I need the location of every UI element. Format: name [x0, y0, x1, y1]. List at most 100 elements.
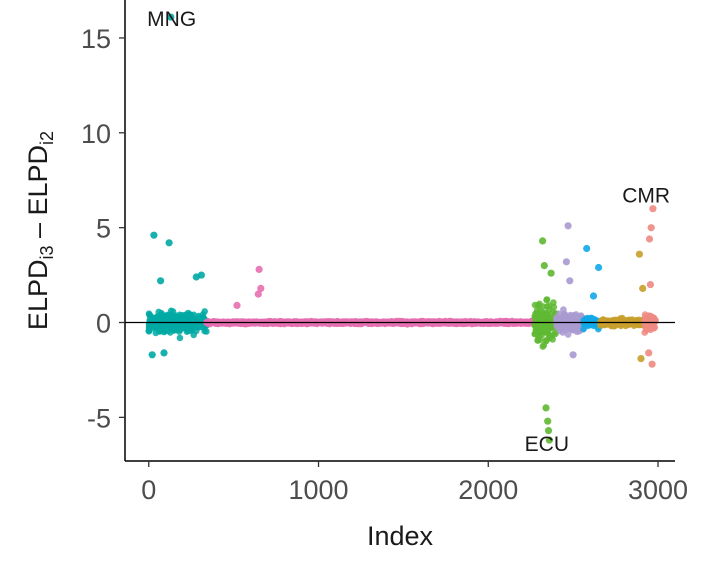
data-point	[182, 314, 189, 322]
outlier-point	[564, 222, 572, 230]
data-point	[162, 321, 169, 329]
outlier-point	[233, 301, 241, 309]
data-point	[517, 318, 525, 325]
points-layer	[145, 13, 659, 444]
data-point	[613, 319, 621, 327]
data-point	[650, 325, 658, 332]
y-tick-label: 15	[81, 24, 111, 54]
data-point	[203, 328, 210, 335]
y-tick-label: 5	[96, 214, 111, 244]
data-point	[543, 296, 550, 304]
x-tick-label: 0	[141, 475, 156, 505]
outlier-point	[544, 427, 553, 435]
data-point	[466, 318, 474, 326]
data-point	[455, 320, 462, 327]
outlier-point	[635, 250, 644, 258]
outlier-point	[583, 244, 591, 253]
data-point	[628, 316, 636, 323]
data-point	[570, 312, 578, 319]
data-point	[427, 318, 435, 326]
data-point	[582, 315, 590, 323]
outlier-point	[648, 360, 656, 368]
data-point	[536, 300, 543, 308]
data-point	[180, 324, 187, 332]
y-axis-title: ELPDi3 – ELPDi2	[23, 131, 57, 330]
outlier-point	[539, 237, 547, 245]
outlier-point	[649, 205, 657, 213]
data-point	[167, 322, 174, 330]
data-point	[564, 331, 572, 338]
data-point	[444, 318, 451, 325]
outlier-point	[542, 404, 550, 412]
y-tick-label: 10	[81, 119, 111, 149]
outlier-point	[566, 277, 574, 285]
outlier-point	[257, 284, 265, 292]
data-point	[571, 325, 579, 333]
data-point	[187, 327, 195, 335]
outlier-point	[547, 269, 555, 277]
data-point	[619, 314, 626, 322]
data-point	[555, 310, 563, 318]
outlier-point	[540, 262, 548, 270]
data-point	[602, 320, 609, 328]
annotation-label: CMR	[622, 185, 670, 208]
data-point	[540, 341, 548, 349]
outlier-point	[645, 235, 654, 243]
data-point	[563, 322, 571, 329]
outlier-point	[646, 281, 655, 289]
data-point	[497, 318, 504, 326]
outlier-point	[157, 277, 165, 285]
data-point	[195, 320, 203, 327]
outlier-point	[562, 258, 571, 266]
annotation-label: ECU	[525, 433, 569, 456]
data-point	[298, 320, 305, 328]
outlier-point	[645, 349, 653, 357]
data-point	[542, 312, 549, 319]
data-point	[189, 322, 197, 329]
outlier-point	[160, 349, 168, 357]
data-point	[585, 320, 593, 327]
y-title-sub-1: i3	[37, 246, 57, 260]
outlier-point	[150, 231, 158, 239]
data-point	[537, 307, 544, 314]
outlier-point	[647, 224, 655, 232]
annotations-layer: MNG ECU CMR	[147, 8, 670, 456]
data-point	[534, 323, 541, 331]
outlier-point	[192, 273, 200, 281]
y-title-part-1: ELPD	[23, 260, 53, 331]
outlier-point	[589, 292, 598, 300]
outlier-point	[148, 351, 156, 359]
outlier-point	[545, 436, 554, 444]
outlier-point	[569, 351, 577, 359]
data-point	[557, 323, 564, 330]
data-point	[641, 329, 648, 336]
data-point	[504, 320, 512, 328]
outlier-point	[639, 284, 647, 292]
data-point	[351, 318, 358, 326]
data-point	[168, 311, 176, 319]
y-title-sub-2: i2	[37, 131, 57, 145]
x-tick-label: 3000	[628, 475, 688, 505]
x-tick-label: 2000	[458, 475, 518, 505]
data-point	[650, 318, 657, 326]
data-point	[621, 320, 629, 328]
data-point	[641, 311, 649, 318]
data-point	[243, 320, 250, 328]
data-point	[534, 337, 542, 344]
data-point	[147, 320, 155, 328]
data-point	[543, 328, 550, 335]
data-point	[532, 313, 539, 321]
data-point	[538, 329, 545, 336]
outlier-point	[637, 355, 645, 363]
y-title-part-2: – ELPD	[23, 145, 53, 246]
data-point	[565, 315, 572, 322]
x-tick-label: 1000	[288, 475, 348, 505]
outlier-point	[255, 265, 263, 273]
data-point	[177, 314, 184, 322]
y-tick-label: -5	[87, 403, 111, 433]
axes-layer: 0 1000 2000 3000 -5 0 5 10 15	[81, 0, 688, 505]
data-point	[540, 322, 548, 329]
outlier-point	[544, 417, 552, 425]
data-point	[558, 315, 565, 323]
